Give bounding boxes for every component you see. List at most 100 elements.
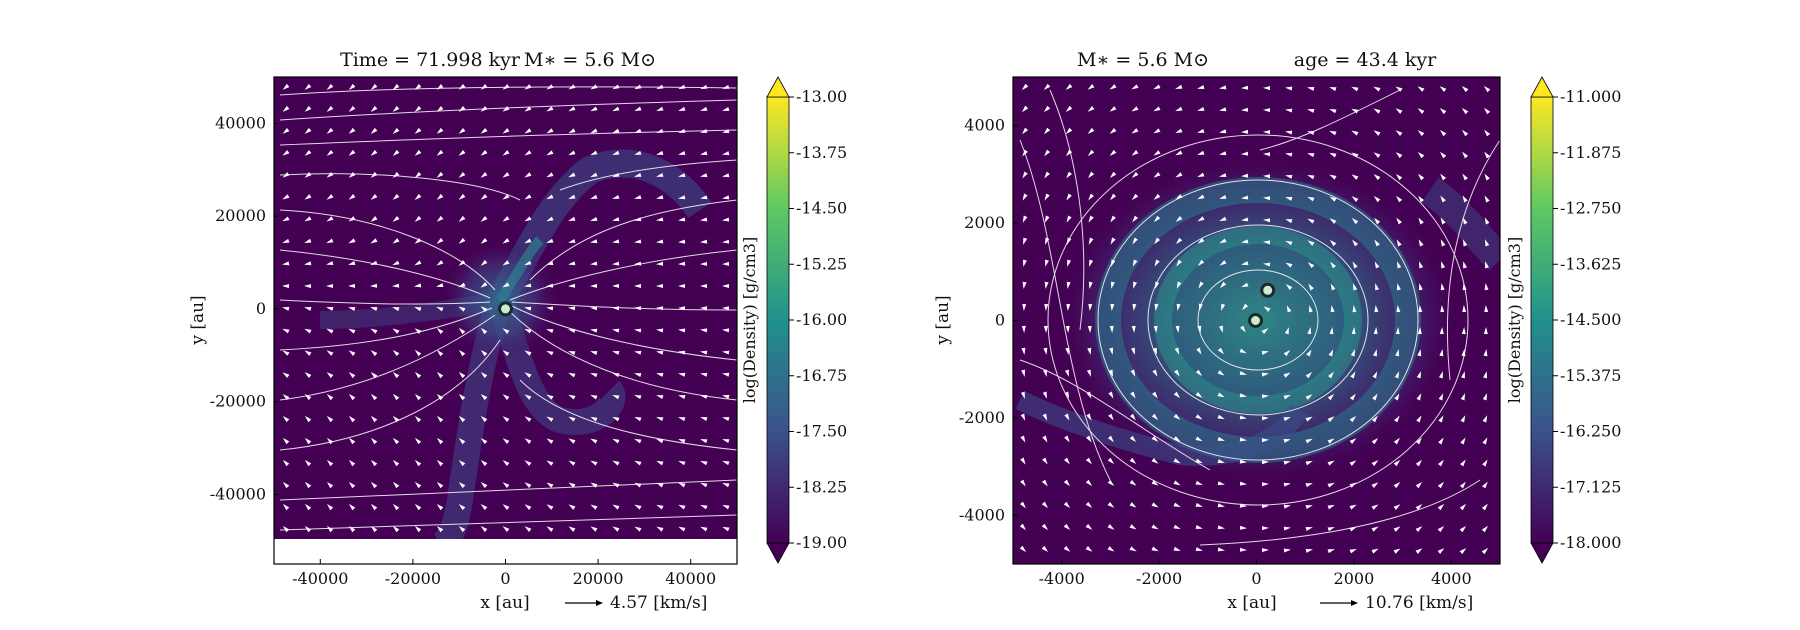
velocity-arrow xyxy=(480,259,488,266)
velocity-arrow xyxy=(392,437,400,445)
velocity-arrow xyxy=(1305,483,1313,488)
velocity-arrow xyxy=(1107,501,1115,508)
velocity-arrow xyxy=(1460,459,1466,467)
velocity-arrow xyxy=(634,306,642,311)
velocity-arrow xyxy=(1371,437,1379,445)
velocity-arrow xyxy=(1239,481,1247,486)
velocity-arrow xyxy=(700,284,708,289)
velocity-arrow xyxy=(612,283,620,288)
velocity-arrow xyxy=(1175,150,1183,156)
left-colorbar: -13.00 -13.75 -14.50 -15.25 -16.00 -16.75 -17.… xyxy=(740,76,847,564)
velocity-arrow xyxy=(722,372,730,377)
velocity-arrow xyxy=(1197,128,1205,133)
velocity-arrow xyxy=(1461,327,1466,335)
velocity-arrow xyxy=(722,482,730,488)
velocity-arrow xyxy=(1041,523,1049,531)
velocity-arrow xyxy=(348,260,356,265)
velocity-arrow xyxy=(304,261,312,266)
velocity-arrow xyxy=(436,525,444,533)
velocity-arrow xyxy=(700,84,708,89)
velocity-arrow xyxy=(1152,369,1158,377)
left-ylabel: y [au] xyxy=(188,295,208,345)
velocity-arrow xyxy=(634,261,642,266)
velocity-arrow xyxy=(590,460,598,466)
velocity-arrow xyxy=(1041,545,1049,553)
x-tick-label: 2000 xyxy=(1334,569,1375,588)
velocity-arrow xyxy=(612,526,620,532)
velocity-arrow xyxy=(634,150,642,155)
x-tick-label: 0 xyxy=(500,569,510,588)
velocity-arrow xyxy=(1418,305,1423,313)
velocity-arrow xyxy=(1261,351,1269,355)
velocity-arrow xyxy=(1065,83,1073,90)
left-velocity-key: 4.57 [km/s] xyxy=(565,593,707,613)
velocity-arrow xyxy=(370,415,378,423)
velocity-arrow xyxy=(1107,457,1115,465)
velocity-arrow xyxy=(1485,239,1490,247)
velocity-arrow xyxy=(1283,482,1291,487)
velocity-arrow xyxy=(392,193,400,200)
velocity-arrow xyxy=(282,194,290,200)
velocity-arrow xyxy=(1151,458,1159,464)
left-streamlines xyxy=(279,86,737,531)
velocity-arrow xyxy=(1195,391,1203,398)
colorbar-tick-label: -17.50 xyxy=(796,422,847,441)
velocity-arrow xyxy=(414,371,422,379)
velocity-arrow xyxy=(326,216,334,222)
velocity-arrow xyxy=(304,216,312,222)
velocity-arrow xyxy=(414,459,422,467)
velocity-arrow xyxy=(1462,195,1468,203)
velocity-arrow xyxy=(1022,193,1028,201)
velocity-arrow xyxy=(502,150,510,156)
velocity-arrow xyxy=(1373,152,1381,158)
velocity-arrow xyxy=(1417,130,1425,137)
velocity-arrow xyxy=(1285,174,1293,179)
velocity-arrow xyxy=(678,350,686,355)
velocity-arrow xyxy=(612,261,620,266)
velocity-arrow xyxy=(1110,193,1117,201)
velocity-arrow xyxy=(1285,240,1293,246)
velocity-arrow xyxy=(524,106,532,112)
velocity-arrow xyxy=(1351,327,1356,335)
velocity-arrow xyxy=(1327,504,1335,510)
velocity-arrow xyxy=(502,394,510,401)
velocity-arrow xyxy=(1240,325,1246,333)
velocity-arrow xyxy=(1415,504,1423,511)
velocity-arrow xyxy=(1374,217,1381,225)
velocity-arrow xyxy=(392,328,400,334)
velocity-arrow xyxy=(590,526,598,532)
velocity-arrow xyxy=(348,149,356,156)
velocity-arrow xyxy=(656,128,664,133)
velocity-arrow xyxy=(1132,259,1138,267)
velocity-arrow xyxy=(1439,151,1447,159)
velocity-arrow xyxy=(1195,369,1203,377)
velocity-arrow xyxy=(436,149,444,156)
velocity-arrow xyxy=(612,460,620,466)
velocity-arrow xyxy=(370,216,378,222)
velocity-arrow xyxy=(436,193,444,200)
sink-particle xyxy=(1260,282,1276,298)
velocity-arrow xyxy=(1307,86,1315,91)
velocity-arrow xyxy=(590,150,598,156)
velocity-arrow xyxy=(1352,261,1358,269)
velocity-arrow xyxy=(1110,237,1116,245)
velocity-arrow xyxy=(590,128,598,134)
velocity-arrow xyxy=(722,394,730,399)
velocity-arrow xyxy=(678,306,686,311)
velocity-arrow xyxy=(370,149,378,156)
velocity-arrow xyxy=(1085,546,1093,552)
velocity-arrow xyxy=(370,238,378,244)
velocity-arrow xyxy=(1173,413,1181,420)
velocity-arrow xyxy=(1219,85,1227,90)
velocity-arrow xyxy=(1307,196,1315,202)
velocity-arrow xyxy=(1263,240,1271,245)
velocity-arrow xyxy=(1305,371,1313,379)
velocity-arrow xyxy=(1241,107,1249,112)
velocity-arrow xyxy=(1088,303,1093,311)
velocity-arrow xyxy=(700,417,708,422)
velocity-arrow xyxy=(1241,173,1249,178)
velocity-arrow xyxy=(1285,197,1293,201)
velocity-arrow xyxy=(1197,107,1205,111)
velocity-arrow xyxy=(1350,349,1355,357)
velocity-arrow xyxy=(1437,526,1445,533)
